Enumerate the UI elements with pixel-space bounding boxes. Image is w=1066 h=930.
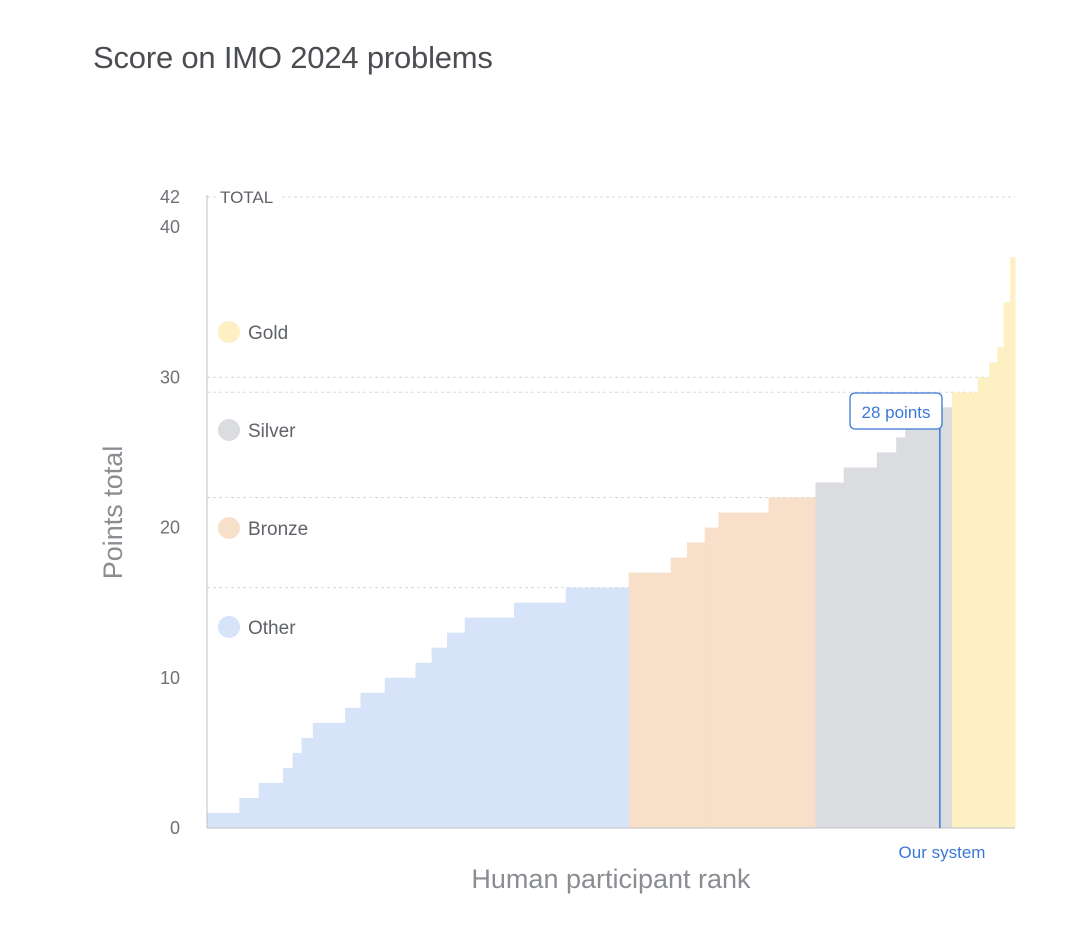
bar-other <box>360 692 386 828</box>
y-axis-title: Points total <box>98 446 128 580</box>
y-tick-label: 40 <box>160 217 180 237</box>
bar-other <box>258 782 284 828</box>
bar-gold <box>951 392 979 828</box>
bar-gold <box>989 362 998 828</box>
bar-bronze <box>686 542 706 828</box>
legend-layer: Gold Silver Bronze Other <box>218 321 308 639</box>
bar-other <box>514 602 567 828</box>
axis-layer: TOTAL 0 10 20 30 40 42 Points total Human partic… <box>98 187 1015 894</box>
bar-other <box>431 647 448 828</box>
bar-other <box>446 632 466 828</box>
bar-gold <box>977 377 990 828</box>
our-system-label: Our system <box>899 843 986 862</box>
legend-item-bronze: Bronze <box>218 517 308 540</box>
annotation-label: 28 points <box>862 403 931 422</box>
bar-gold <box>997 347 1005 828</box>
legend-swatch <box>218 517 240 539</box>
bar-other <box>415 662 433 828</box>
bar-other <box>565 587 630 828</box>
bar-bronze <box>704 527 719 828</box>
bar-bronze <box>628 572 672 828</box>
y-tick-label: 42 <box>160 187 180 207</box>
bar-silver <box>918 407 953 828</box>
bar-bronze <box>718 512 770 828</box>
legend-item-gold: Gold <box>218 321 288 344</box>
bar-other <box>292 752 303 828</box>
bar-other <box>239 797 260 828</box>
annotation-box <box>849 392 943 430</box>
y-tick-label: 10 <box>160 668 180 688</box>
bar-gold <box>1003 302 1011 829</box>
total-label: TOTAL <box>220 188 273 207</box>
chart-title: Score on IMO 2024 problems <box>93 40 493 75</box>
x-axis-title: Human participant rank <box>471 864 751 894</box>
legend-label: Silver <box>248 421 296 442</box>
legend-item-silver: Silver <box>218 419 296 442</box>
bar-silver <box>905 422 920 828</box>
bars-layer <box>207 257 1016 829</box>
legend-label: Gold <box>248 323 288 344</box>
legend-label: Other <box>248 618 296 639</box>
legend-swatch <box>218 321 240 343</box>
bar-gold <box>1010 257 1016 829</box>
y-tick-label: 30 <box>160 367 180 387</box>
legend-item-other: Other <box>218 616 296 639</box>
legend-swatch <box>218 616 240 638</box>
bar-other <box>464 617 515 828</box>
annot-layer: 28 points Our system <box>849 392 986 862</box>
legend-label: Bronze <box>248 519 308 540</box>
bar-bronze <box>670 557 688 828</box>
bar-other <box>282 767 294 828</box>
bar-other <box>384 677 416 828</box>
y-tick-label: 20 <box>160 518 180 538</box>
bar-silver <box>896 437 906 828</box>
bar-other <box>345 707 362 828</box>
bar-other <box>207 812 240 828</box>
bar-silver <box>815 482 845 828</box>
bar-silver <box>876 452 897 828</box>
y-tick-label: 0 <box>170 818 180 838</box>
legend-swatch <box>218 419 240 441</box>
bar-other <box>301 737 314 828</box>
bar-other <box>312 722 346 828</box>
bar-bronze <box>768 497 816 828</box>
bar-silver <box>843 467 878 828</box>
